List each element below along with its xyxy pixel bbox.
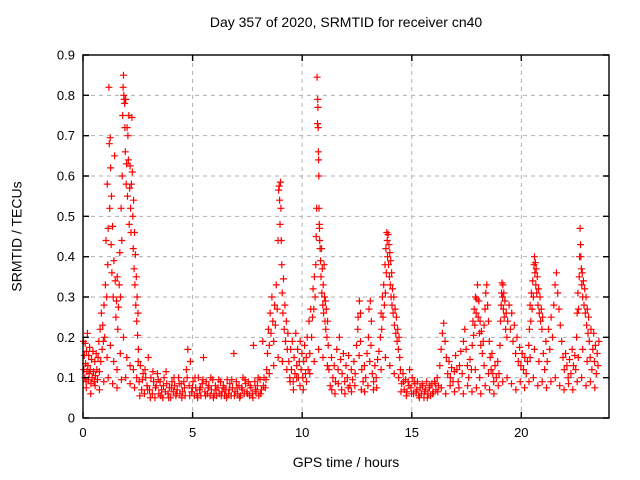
y-tick-label: 0.9 xyxy=(57,48,75,63)
y-tick-label: 0.2 xyxy=(57,330,75,345)
x-tick-label: 0 xyxy=(79,425,86,440)
y-tick-label: 0.1 xyxy=(57,370,75,385)
x-tick-label: 20 xyxy=(514,425,528,440)
y-tick-label: 0.4 xyxy=(57,249,75,264)
data-points xyxy=(79,71,603,402)
chart-title: Day 357 of 2020, SRMTID for receiver cn4… xyxy=(209,14,483,30)
x-tick-label: 15 xyxy=(405,425,419,440)
x-axis-label: GPS time / hours xyxy=(292,454,400,470)
y-tick-label: 0.8 xyxy=(57,88,75,103)
y-tick-label: 0.3 xyxy=(57,290,75,305)
y-tick-label: 0.5 xyxy=(57,209,75,224)
x-tick-label: 5 xyxy=(189,425,196,440)
y-axis-label: SRMTID / TECUs xyxy=(8,181,25,292)
plot-border xyxy=(82,54,610,419)
y-tick-label: 0.6 xyxy=(57,169,75,184)
x-tick-label: 10 xyxy=(295,425,309,440)
y-tick-label: 0 xyxy=(68,411,75,426)
y-tick-label: 0.7 xyxy=(57,128,75,143)
tick-labels-layer: 0 5 10 15 20 0 0.1 0.2 0.3 0.4 0.5 0.6 0.7 0.8 0.9 xyxy=(57,48,529,441)
axis-ticks xyxy=(82,54,609,419)
